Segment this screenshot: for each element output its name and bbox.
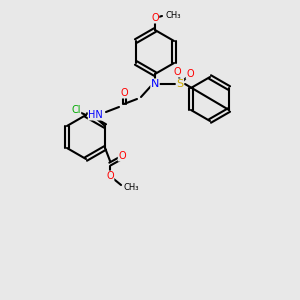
Text: O: O <box>173 67 181 77</box>
Text: Cl: Cl <box>71 105 81 115</box>
Text: CH₃: CH₃ <box>123 184 139 193</box>
Text: N: N <box>151 79 159 89</box>
Text: CH₃: CH₃ <box>165 11 181 20</box>
Text: O: O <box>186 69 194 79</box>
Text: O: O <box>120 88 128 98</box>
Text: S: S <box>176 79 184 89</box>
Text: O: O <box>106 171 114 181</box>
Text: O: O <box>118 151 126 161</box>
Text: O: O <box>151 13 159 23</box>
Text: HN: HN <box>88 110 103 120</box>
